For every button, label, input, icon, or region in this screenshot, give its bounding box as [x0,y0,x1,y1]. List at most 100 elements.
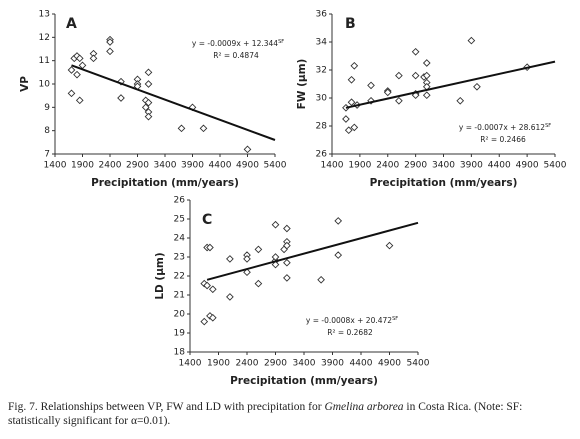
data-point [395,96,403,105]
y-tick-label: 22 [174,272,185,282]
y-tick-label: 25 [174,215,185,225]
panel-label: B [345,16,356,32]
y-tick-label: 30 [316,94,328,104]
y-tick-label: 8 [44,126,50,136]
data-point [117,77,125,86]
x-tick-label: 3900 [321,359,344,369]
y-axis-label: FW (µm) [296,59,308,110]
data-point [342,115,350,123]
data-point [199,124,208,133]
data-point [226,293,234,301]
x-tick-label: 2400 [236,359,259,369]
data-point [317,275,325,284]
x-tick-label: 4400 [488,161,511,171]
data-point [350,123,359,132]
data-point [144,112,153,121]
data-point [411,71,420,80]
y-tick-label: 19 [174,329,186,339]
y-tick-label: 12 [39,33,50,43]
data-point [411,47,420,56]
data-point [144,68,153,77]
x-axis-label: Precipitation (mm/years) [230,375,378,387]
equation: y = -0.0009x + 12.344SF [192,39,284,49]
data-point [243,145,252,154]
x-tick-label: 4900 [236,161,259,171]
data-point [243,255,251,263]
panel-label: C [202,212,212,228]
x-tick-label: 4400 [350,359,373,369]
equation-text: y = -0.0009x + 12.344 [192,39,278,48]
x-tick-label: 5400 [264,161,287,171]
x-tick-label: 1400 [321,161,344,171]
y-tick-label: 24 [174,234,186,244]
y-tick-label: 9 [44,103,50,113]
x-tick-label: 4400 [209,161,232,171]
panel-label: A [66,16,77,32]
data-point [283,274,291,282]
data-point [67,89,76,98]
x-tick-label: 2900 [404,161,427,171]
equation: y = -0.0007x + 28.612SF [459,123,551,133]
r-squared: R² = 0.2682 [327,328,373,337]
x-tick-label: 1900 [348,161,371,171]
x-tick-label: 2900 [264,359,287,369]
x-tick-label: 1400 [44,161,67,171]
x-axis-label: Precipitation (mm/years) [91,177,239,189]
caption-species: Gmelina arborea [324,401,404,413]
x-tick-label: 2400 [376,161,399,171]
y-tick-label: 18 [174,348,186,358]
y-tick-label: 20 [174,310,186,320]
caption-text: in Costa Rica. (Note: SF: statistically … [8,401,523,427]
data-point [271,220,280,229]
data-point [226,255,234,263]
data-point [177,124,186,133]
data-point [243,268,251,277]
equation-text: y = -0.0007x + 28.612 [459,123,545,132]
data-point [206,243,214,252]
caption-text: Fig. 7. Relationships between VP, FW and… [8,401,325,413]
data-point [347,98,356,107]
x-tick-label: 2400 [99,161,122,171]
data-point [89,54,98,63]
data-point [208,285,217,294]
data-point [67,66,76,74]
equation-text: y = -0.0008x + 20.472 [306,316,392,325]
data-point [395,71,403,80]
y-tick-label: 13 [39,10,50,20]
caption: Fig. 7. Relationships between VP, FW and… [8,400,574,428]
data-point [106,47,114,56]
data-point [208,313,217,322]
x-tick-label: 5400 [407,359,430,369]
y-tick-label: 28 [316,122,328,132]
data-point [141,103,150,112]
data-point [347,75,356,84]
data-point [73,70,81,79]
r-squared: R² = 0.2466 [480,135,526,144]
data-point [75,54,84,63]
data-point [383,88,392,97]
data-point [254,245,263,254]
y-axis-label: LD (µm) [154,252,166,299]
data-point [271,260,280,269]
trend-line [206,221,419,281]
data-point [467,36,476,45]
data-point [344,126,353,135]
x-tick-label: 1400 [179,359,202,369]
r-squared: R² = 0.4874 [213,51,259,60]
x-tick-label: 1900 [71,161,94,171]
data-point [254,279,263,288]
data-point [144,98,153,107]
x-tick-label: 1900 [207,359,230,369]
y-tick-label: 26 [316,150,328,160]
y-axis-label: VP [19,76,31,92]
y-tick-label: 10 [39,80,51,90]
data-point [283,224,291,233]
x-tick-label: 3900 [181,161,204,171]
equation: y = -0.0008x + 20.472SF [306,316,398,326]
y-tick-label: 26 [174,196,186,206]
x-tick-label: 3400 [154,161,177,171]
data-point [106,38,114,46]
figure: 7 8 9 10 11 12 13 1400 1900 2400 2900 3400 3900 4400 4… [19,10,567,388]
x-tick-label: 3400 [293,359,316,369]
